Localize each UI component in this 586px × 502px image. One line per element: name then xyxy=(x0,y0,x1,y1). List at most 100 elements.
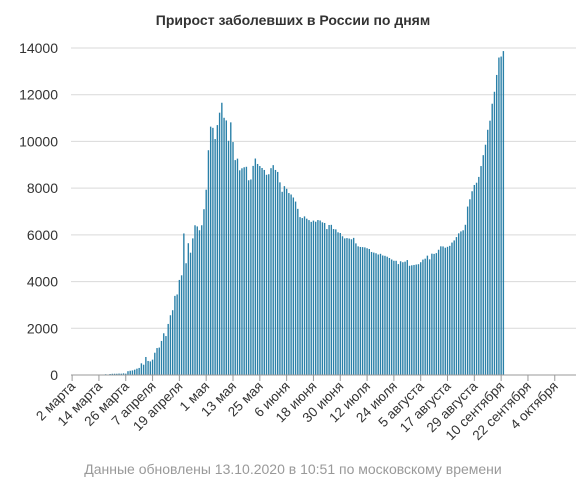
bar xyxy=(348,238,350,375)
bar xyxy=(234,160,236,375)
bar xyxy=(395,260,397,375)
bar xyxy=(122,373,125,375)
bar xyxy=(180,275,183,375)
bar xyxy=(352,237,355,375)
bar xyxy=(185,263,187,375)
bar xyxy=(317,220,319,375)
bar xyxy=(209,126,212,375)
bar xyxy=(196,226,198,375)
bar xyxy=(502,51,505,375)
bar xyxy=(236,158,239,375)
bar xyxy=(140,363,143,375)
bar xyxy=(382,255,384,375)
bar xyxy=(171,310,174,375)
bar xyxy=(176,294,178,375)
bar xyxy=(254,158,257,375)
bar xyxy=(252,165,254,375)
y-tick-label: 2000 xyxy=(27,320,58,336)
bar xyxy=(326,229,328,375)
bar xyxy=(411,265,413,375)
bar xyxy=(268,174,270,375)
bar xyxy=(475,182,478,375)
bar xyxy=(149,361,152,375)
bar xyxy=(163,333,165,375)
bar xyxy=(341,236,344,375)
bar xyxy=(458,233,460,375)
bar xyxy=(232,142,234,375)
bar xyxy=(306,218,308,375)
bar xyxy=(250,179,252,375)
bar xyxy=(312,220,315,375)
bar xyxy=(290,194,292,375)
bar xyxy=(167,323,169,375)
bar xyxy=(272,165,274,375)
bar xyxy=(131,370,134,375)
bar xyxy=(328,225,330,375)
bar xyxy=(194,225,196,375)
bar xyxy=(442,246,444,375)
bar xyxy=(174,295,176,375)
bar xyxy=(451,242,453,375)
bar xyxy=(239,170,241,375)
y-tick-label: 10000 xyxy=(19,133,58,149)
bar xyxy=(422,259,424,375)
bar xyxy=(359,246,362,375)
bar xyxy=(277,171,279,375)
update-footnote: Данные обновлены 13.10.2020 в 10:51 по м… xyxy=(84,461,502,477)
bar xyxy=(259,166,261,375)
bar xyxy=(364,247,366,375)
bar xyxy=(399,261,402,375)
bar xyxy=(466,206,469,375)
bar xyxy=(426,255,429,375)
bar xyxy=(480,166,482,375)
y-tick-label: 14000 xyxy=(19,40,58,56)
bar xyxy=(136,368,138,375)
bar xyxy=(357,246,359,375)
bar xyxy=(192,238,194,375)
bar xyxy=(230,122,232,375)
bar xyxy=(388,257,391,375)
bar xyxy=(145,356,147,375)
bar xyxy=(482,155,484,375)
bar xyxy=(279,182,281,375)
bar xyxy=(337,232,339,375)
bar xyxy=(247,180,250,375)
bar xyxy=(368,249,370,375)
bar xyxy=(493,91,496,376)
bar xyxy=(203,209,205,375)
bar xyxy=(285,188,288,375)
bar xyxy=(288,193,290,375)
bar xyxy=(156,348,158,375)
y-axis: 0 2000 4000 6000 8000 10000 12000 14000 xyxy=(19,40,58,383)
bar xyxy=(417,264,420,375)
bar xyxy=(339,232,341,375)
bar xyxy=(160,340,163,375)
bar xyxy=(261,167,263,375)
bar xyxy=(169,315,172,375)
bar xyxy=(449,245,451,375)
bar xyxy=(366,248,368,375)
bar xyxy=(330,224,333,375)
bar xyxy=(406,260,408,375)
bar xyxy=(453,240,455,375)
bars xyxy=(75,51,505,376)
bar xyxy=(373,252,375,375)
bar xyxy=(214,139,216,375)
bar xyxy=(464,224,467,375)
bar xyxy=(243,167,245,375)
bar xyxy=(335,229,337,375)
y-tick-label: 4000 xyxy=(27,274,58,290)
bar xyxy=(424,258,426,375)
bar xyxy=(274,169,277,375)
bar xyxy=(495,74,498,375)
bar xyxy=(178,279,181,375)
bar xyxy=(263,169,265,375)
bar xyxy=(256,163,259,375)
bar xyxy=(294,201,297,375)
bar xyxy=(344,238,346,375)
bar xyxy=(390,259,393,375)
bar xyxy=(154,352,156,375)
bar xyxy=(404,261,406,375)
bar xyxy=(221,102,223,375)
